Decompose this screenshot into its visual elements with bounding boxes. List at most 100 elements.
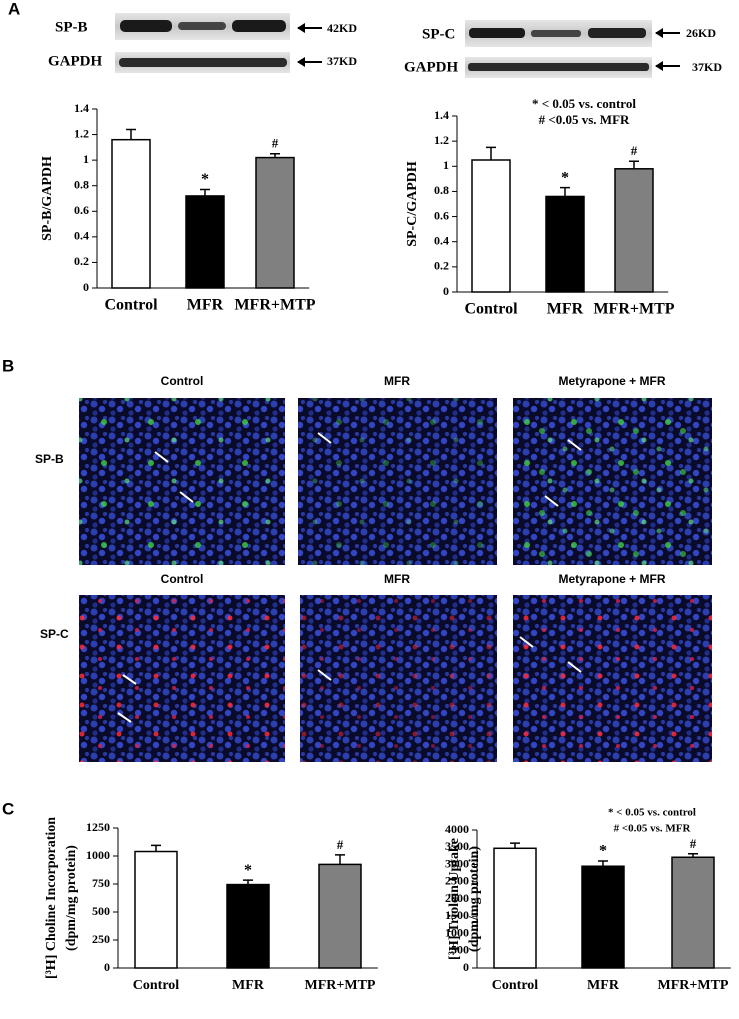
bar (134, 850, 178, 969)
x-tick-label: MFR+MTP (305, 978, 376, 993)
y-axis-label: [³H] Choline Incorporation (44, 817, 59, 979)
y-axis-label: SP-C/GAPDH (405, 161, 420, 247)
y-tick-label: 0.4 (434, 233, 449, 247)
significance-marker: # (272, 136, 279, 151)
column-title: MFR (384, 572, 410, 586)
column-title: Control (161, 374, 204, 388)
y-tick-label: 1.2 (74, 126, 89, 140)
panel-label: A (8, 0, 20, 18)
significance-marker: * (561, 169, 569, 186)
error-bar (629, 160, 639, 169)
error-bar (598, 860, 608, 867)
y-tick-label: 0.8 (74, 177, 89, 191)
significance-note: * < 0.05 vs. control (608, 807, 696, 819)
y-tick-label: 1.2 (434, 133, 449, 147)
column-title: Control (161, 572, 204, 586)
blot-size: 37KD (692, 60, 722, 74)
significance-marker: * (244, 862, 252, 879)
bar (111, 138, 151, 289)
y-tick-label: 1500 (445, 908, 469, 922)
y-tick-label: 1000 (445, 925, 469, 939)
y-tick-label: 0 (104, 960, 110, 974)
x-tick-label: Control (104, 297, 158, 314)
bar (318, 863, 362, 969)
y-tick-label: 500 (451, 943, 469, 957)
y-tick-label: 0.6 (434, 208, 449, 222)
y-tick-label: 0 (443, 284, 449, 298)
y-tick-label: 1.4 (74, 101, 89, 115)
blot-label: SP-B (55, 19, 88, 35)
bar (226, 883, 270, 969)
y-axis-label: (dpm/mg protein) (467, 846, 482, 952)
y-axis-label: (dpm/mg protein) (64, 845, 79, 951)
significance-marker: * (201, 171, 209, 188)
y-tick-label: 2500 (445, 874, 469, 888)
y-tick-label: 1000 (86, 848, 110, 862)
y-tick-label: 1 (83, 152, 89, 166)
y-tick-label: 2000 (445, 891, 469, 905)
y-tick-label: 0 (463, 960, 469, 974)
bar (493, 847, 537, 969)
blot-left (115, 13, 322, 73)
x-tick-label: MFR+MTP (658, 978, 729, 993)
y-tick-label: 0.2 (74, 254, 89, 268)
significance-note: # <0.05 vs. MFR (614, 823, 692, 835)
bar (471, 159, 511, 293)
significance-marker: * (599, 843, 607, 860)
error-bar (560, 186, 570, 197)
bar (671, 856, 715, 969)
y-tick-label: 1250 (86, 820, 110, 834)
blot-size: 37KD (327, 54, 357, 68)
error-bar (243, 879, 253, 885)
blot-right (465, 20, 680, 78)
blot-size: 26KD (686, 26, 716, 40)
panel-label: B (2, 356, 14, 375)
y-tick-label: 1.4 (434, 108, 449, 122)
y-tick-label: 1 (443, 158, 449, 172)
significance-marker: # (337, 837, 344, 852)
y-tick-label: 500 (92, 904, 110, 918)
micrographs (79, 398, 721, 762)
blot-label: GAPDH (48, 53, 102, 69)
row-label: SP-B (35, 452, 64, 466)
error-bar (126, 128, 136, 140)
x-tick-label: MFR (587, 978, 620, 993)
significance-marker: # (690, 836, 697, 851)
y-tick-label: 750 (92, 876, 110, 890)
bar (255, 156, 295, 289)
error-bar (270, 153, 280, 158)
x-tick-label: Control (492, 978, 539, 993)
x-tick-label: MFR (232, 978, 265, 993)
y-tick-label: 3500 (445, 839, 469, 853)
column-title: Metyrapone + MFR (558, 374, 665, 388)
error-bar (200, 188, 210, 196)
row-label: SP-C (40, 627, 69, 641)
x-tick-label: MFR+MTP (234, 297, 315, 314)
significance-note: * < 0.05 vs. control (532, 96, 636, 111)
bar (614, 168, 654, 293)
x-tick-label: MFR+MTP (593, 301, 674, 318)
x-tick-label: MFR (187, 297, 224, 314)
error-bar (486, 146, 496, 160)
significance-note: # <0.05 vs. MFR (539, 112, 630, 127)
error-bar (151, 844, 161, 852)
blot-label: SP-C (422, 26, 455, 42)
significance-marker: # (631, 143, 638, 158)
column-title: MFR (384, 374, 410, 388)
blot-label: GAPDH (404, 59, 458, 75)
x-tick-label: MFR (547, 301, 584, 318)
error-bar (335, 854, 345, 865)
x-tick-label: Control (464, 301, 518, 318)
y-tick-label: 0.4 (74, 229, 89, 243)
error-bar (688, 853, 698, 858)
y-tick-label: 3000 (445, 856, 469, 870)
y-axis-label: [³H] Triolein Uptake (447, 838, 462, 960)
bar (545, 195, 585, 293)
y-axis-label: SP-B/GAPDH (40, 156, 55, 241)
blot-size: 42KD (327, 21, 357, 35)
panel-label: C (2, 799, 14, 818)
bar (581, 865, 625, 969)
error-bar (510, 842, 520, 849)
